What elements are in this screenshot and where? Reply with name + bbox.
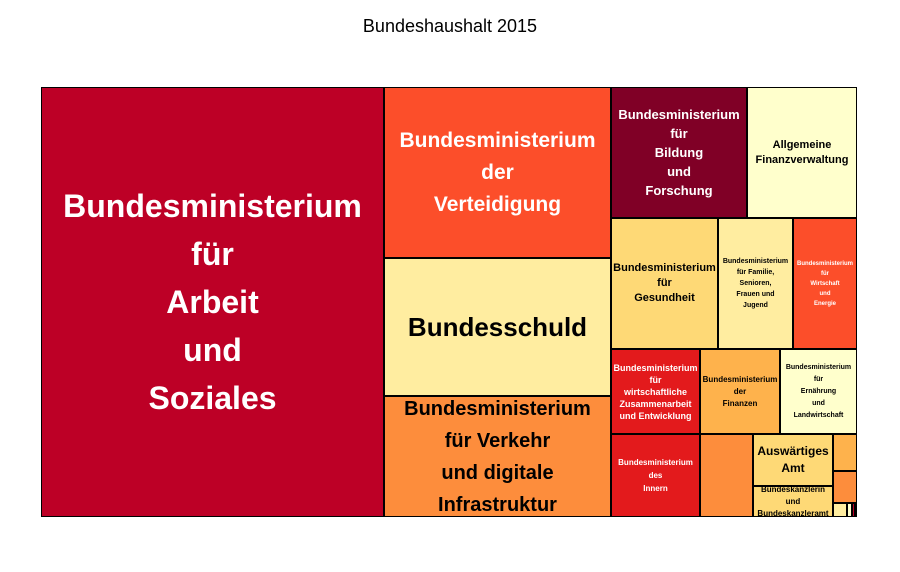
treemap-tile-label: Bundesministerium für Bildung und Forsch… xyxy=(618,107,740,198)
treemap-tile xyxy=(833,471,857,503)
treemap-tile xyxy=(833,434,857,471)
treemap-tile-label: Bundesministerium für Arbeit und Soziale… xyxy=(63,188,362,416)
treemap-tile xyxy=(700,434,753,517)
treemap-tile: Bundeskanzlerin und Bundeskanzleramt xyxy=(753,486,833,517)
treemap-tile-label: Bundeskanzlerin und Bundeskanzleramt xyxy=(757,486,829,517)
treemap-tile: Bundesministerium der Verteidigung xyxy=(384,87,611,258)
treemap-tile xyxy=(847,503,852,517)
treemap-tile: Auswärtiges Amt xyxy=(753,434,833,486)
treemap-tile: Bundesministerium für Ernährung und Land… xyxy=(780,349,857,434)
treemap-tile-label: Allgemeine Finanzverwaltung xyxy=(755,138,849,166)
treemap-tile: Bundesministerium für Verkehr und digita… xyxy=(384,396,611,517)
treemap-tile: Bundesministerium der Finanzen xyxy=(700,349,780,434)
treemap-tile-label: Bundesministerium für wirtschaftliche Zu… xyxy=(613,362,698,421)
treemap-tile-label: Auswärtiges Amt xyxy=(757,444,829,475)
treemap-tile-label: Bundesministerium für Verkehr und digita… xyxy=(404,397,591,516)
treemap-tile: Bundesministerium für Arbeit und Soziale… xyxy=(41,87,384,517)
treemap-tile-label: Bundesministerium des Innern xyxy=(618,458,693,493)
treemap-tile: Bundesschuld xyxy=(384,258,611,396)
treemap-tile xyxy=(833,503,847,517)
treemap-tile: Bundesministerium für Familie, Senioren,… xyxy=(718,218,793,349)
chart-title: Bundeshaushalt 2015 xyxy=(362,16,538,36)
treemap-tile: Bundesministerium für wirtschaftliche Zu… xyxy=(611,349,700,434)
treemap-tile: Bundesministerium für Wirtschaft und Ene… xyxy=(793,218,857,349)
treemap-tile: Bundesministerium des Innern xyxy=(611,434,700,517)
treemap-tile xyxy=(852,503,855,517)
treemap-tile-label: Bundesministerium für Gesundheit xyxy=(613,262,716,304)
treemap: Bundesministerium für Arbeit und Soziale… xyxy=(41,87,857,517)
treemap-tile-label: Bundesministerium für Ernährung und Land… xyxy=(785,363,852,419)
treemap-tile-label: Bundesministerium der Verteidigung xyxy=(399,128,596,216)
treemap-tile-label: Bundesministerium für Wirtschaft und Ene… xyxy=(796,260,853,307)
treemap-tile: Bundesministerium für Gesundheit xyxy=(611,218,718,349)
treemap-tile-label: Bundesministerium der Finanzen xyxy=(702,374,778,408)
treemap-tile xyxy=(855,503,857,517)
treemap-tile-label: Bundesschuld xyxy=(407,312,588,342)
treemap-tile: Allgemeine Finanzverwaltung xyxy=(747,87,857,218)
treemap-tile: Bundesministerium für Bildung und Forsch… xyxy=(611,87,747,218)
treemap-tile-label: Bundesministerium für Familie, Senioren,… xyxy=(722,258,789,309)
